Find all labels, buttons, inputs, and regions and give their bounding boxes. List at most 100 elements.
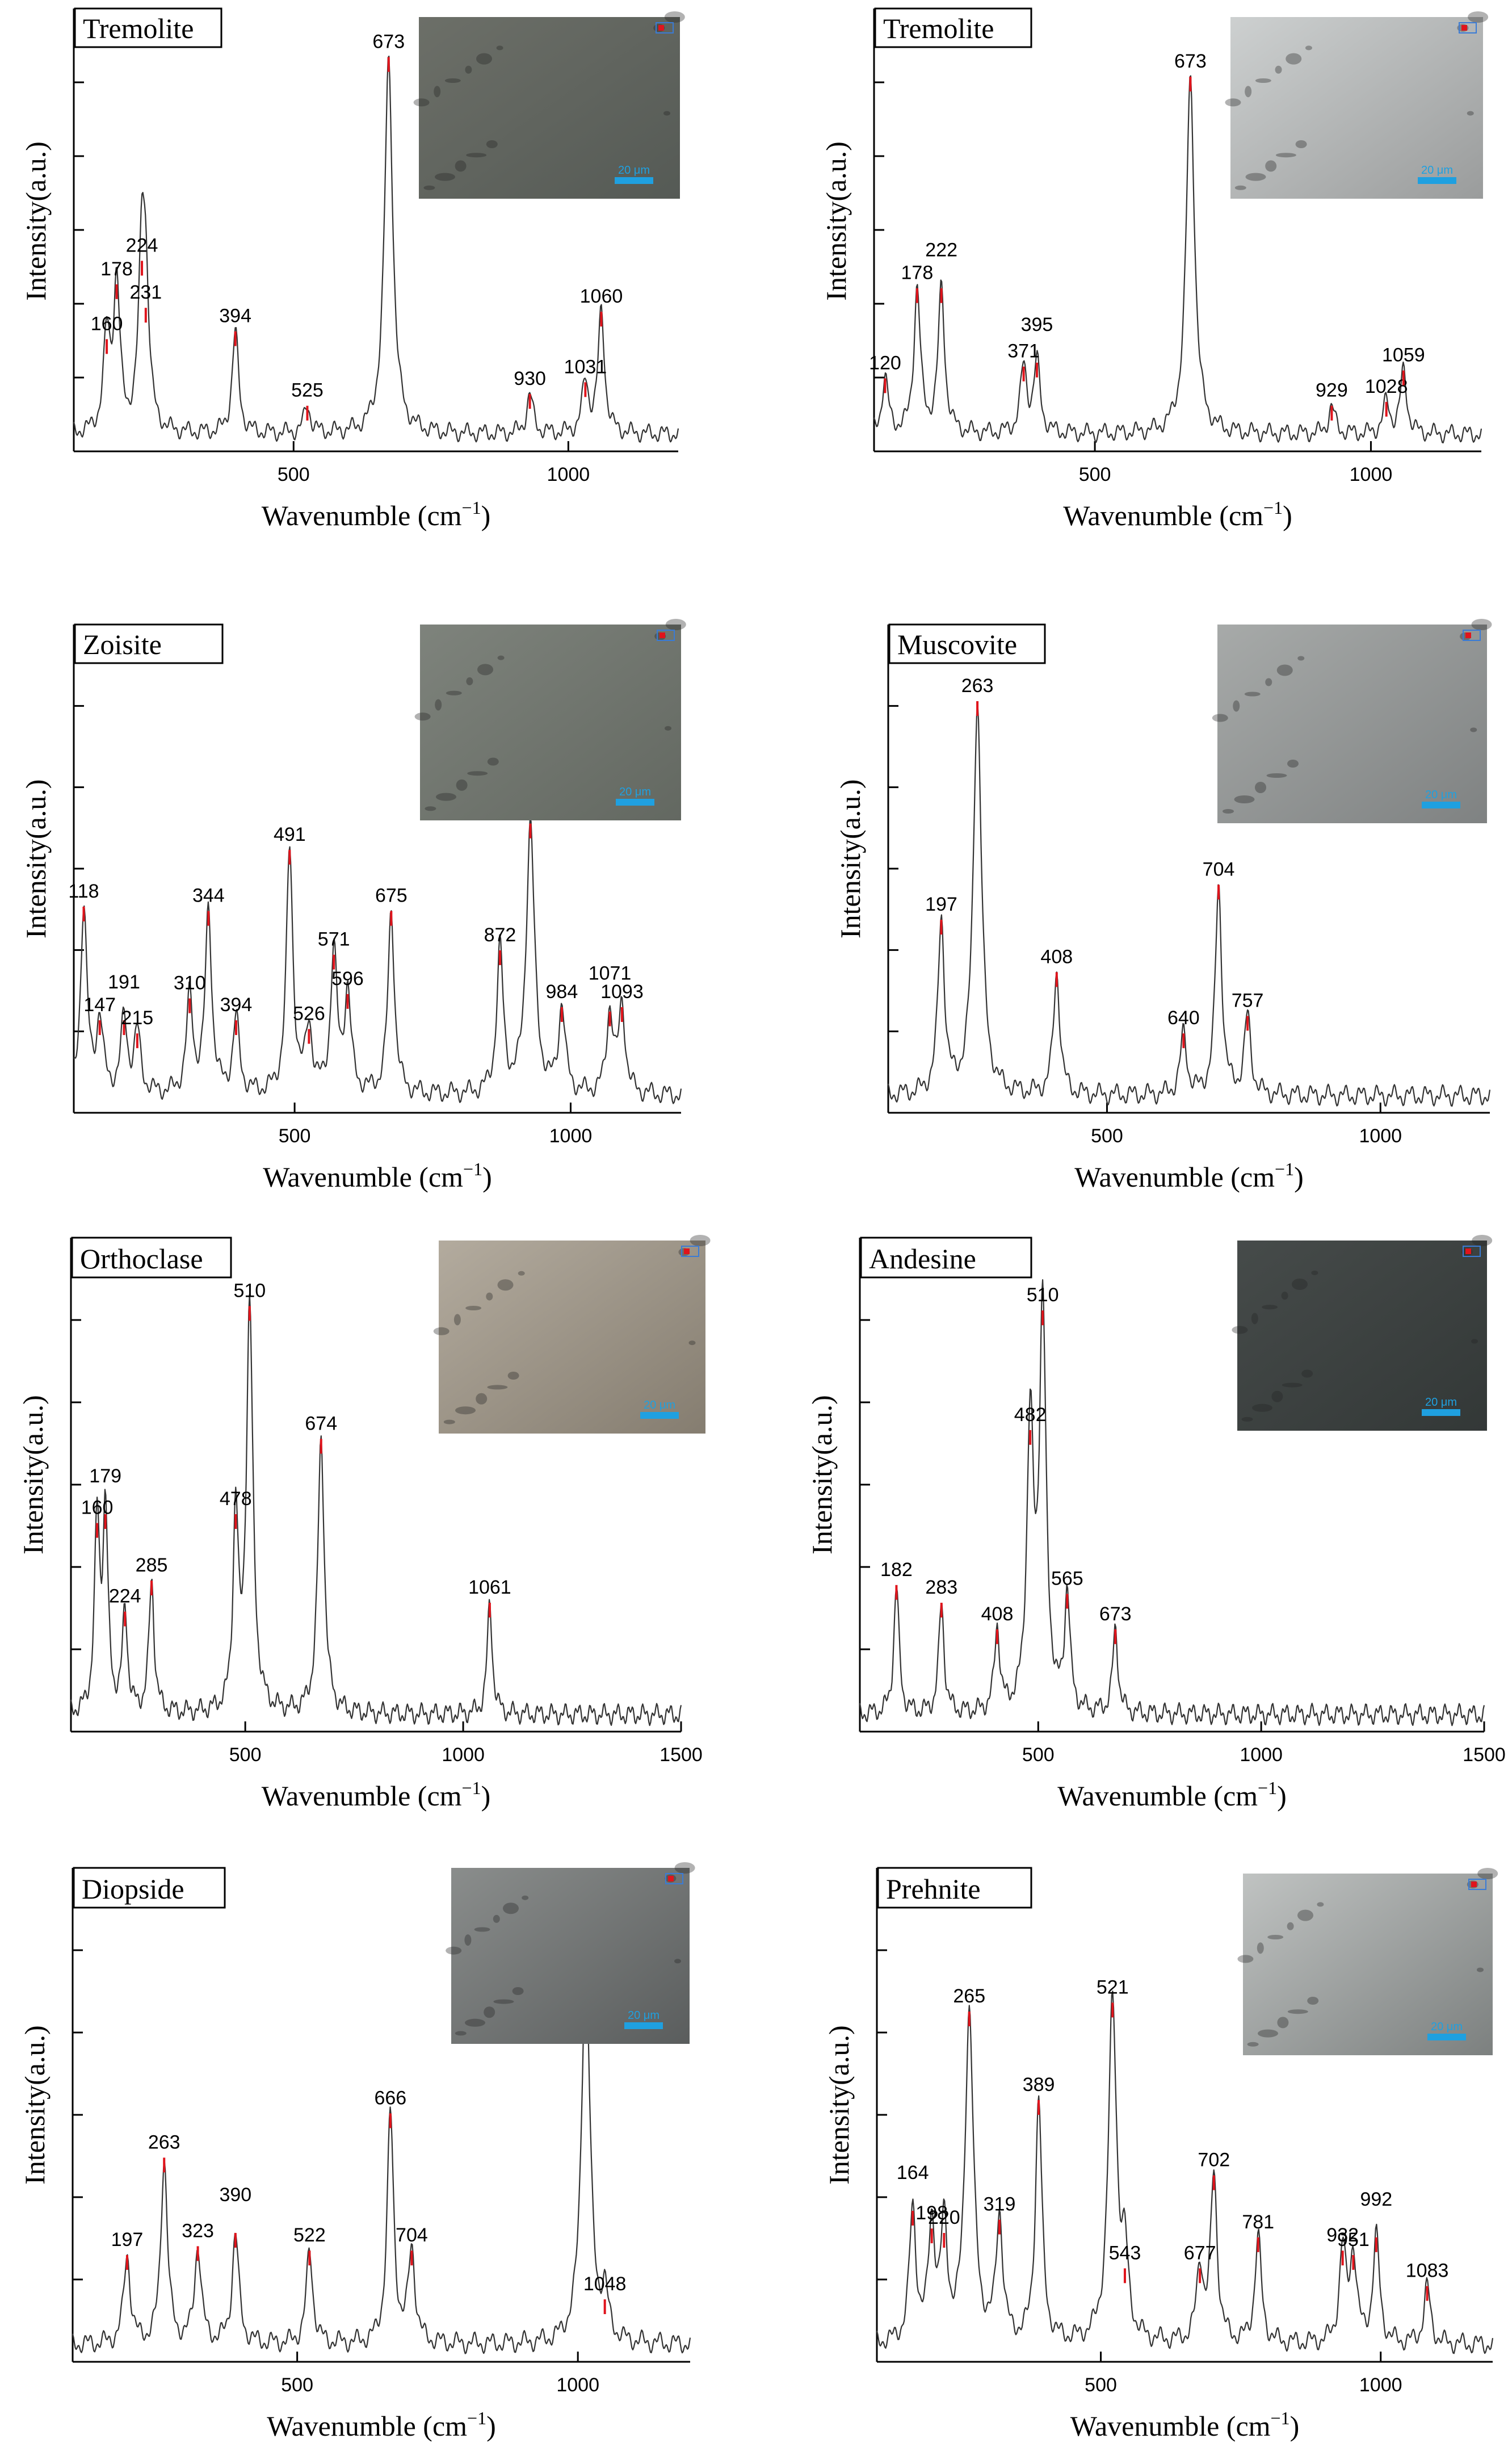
- peak-label: 283: [925, 1577, 957, 1598]
- peak-label: 781: [1242, 2211, 1274, 2233]
- micrograph-image: [419, 17, 680, 199]
- mineral-grain: [434, 86, 441, 98]
- mineral-grain: [1233, 700, 1240, 712]
- scale-bar: [616, 799, 654, 806]
- scale-bar-label: 20 μm: [618, 164, 650, 177]
- mineral-grain: [446, 690, 462, 695]
- mineral-grain: [1245, 86, 1252, 98]
- chart-panel-4: 500 1000 197 263 408 640 704 757 Muscovite 20 μm W…: [834, 619, 1492, 1193]
- title-box: [874, 7, 1032, 48]
- mineral-grain: [1477, 1967, 1484, 1972]
- spectrum-line: [73, 56, 679, 443]
- mineral-grain: [1471, 1339, 1478, 1344]
- peak-label: 565: [1051, 1568, 1083, 1589]
- peak-label: 197: [925, 894, 957, 915]
- mineral-grain: [487, 1385, 508, 1390]
- spectrum-line: [873, 75, 1482, 443]
- mineral-grain: [455, 1406, 476, 1415]
- title-box: [860, 1237, 1032, 1279]
- peak-label: 1031: [564, 356, 607, 378]
- peak-label: 704: [1203, 858, 1235, 880]
- micrograph-image: [451, 1868, 690, 2044]
- x-tick-label: 500: [229, 1744, 262, 1766]
- title-box: [73, 1867, 226, 1909]
- peak-label: 702: [1198, 2149, 1230, 2171]
- x-tick-label: 1000: [1350, 464, 1393, 485]
- laser-spot-frame: [1459, 22, 1477, 33]
- peak-label: 930: [514, 368, 546, 389]
- mineral-grain: [1258, 2029, 1278, 2038]
- mineral-grain: [503, 1903, 519, 1914]
- x-tick-label: 1000: [1359, 2374, 1402, 2396]
- peak-label: 526: [293, 1003, 325, 1025]
- mineral-grain: [1241, 1417, 1253, 1422]
- micrograph-image: [1243, 1874, 1493, 2055]
- peak-label: 1061: [468, 1577, 511, 1598]
- peak-label: 482: [1014, 1404, 1047, 1426]
- x-tick-label: 1500: [660, 1744, 703, 1766]
- mineral-grain: [1292, 1279, 1308, 1290]
- peak-label: 674: [305, 1413, 337, 1434]
- peak-label: 757: [1232, 990, 1264, 1011]
- mineral-grain: [496, 45, 503, 51]
- micrograph-image: [420, 625, 681, 820]
- chart-panel-5: 500 1000 1500 160 179 224 285 478 510 674 1061 Orth…: [17, 1235, 711, 1812]
- peak-label: 673: [1099, 1603, 1132, 1625]
- mineral-grain: [674, 1959, 681, 1964]
- mineral-grain: [1287, 1922, 1294, 1930]
- micrograph-inset: 20 μm: [1237, 1868, 1498, 2055]
- mineral-grain: [414, 713, 431, 721]
- peak-label: 389: [1023, 2074, 1055, 2096]
- scale-bar: [1422, 802, 1460, 808]
- mineral-grain: [1244, 692, 1261, 697]
- mineral-grain: [1271, 1390, 1283, 1402]
- peak-label: 491: [274, 824, 306, 845]
- peak-label: 164: [897, 2162, 929, 2184]
- x-tick-label: 1000: [547, 464, 590, 485]
- mineral-grain: [1277, 2017, 1289, 2029]
- laser-spot-frame: [1463, 1246, 1481, 1257]
- mineral-grain: [465, 65, 472, 74]
- mineral-grain: [1255, 782, 1266, 793]
- mineral-grain: [466, 153, 487, 158]
- peak-label: 543: [1109, 2242, 1141, 2264]
- peak-label: 263: [148, 2131, 180, 2153]
- mineral-grain: [486, 1292, 493, 1301]
- laser-spot: [1471, 1881, 1477, 1887]
- peak-label: 285: [136, 1554, 168, 1576]
- mineral-grain: [455, 160, 467, 172]
- mineral-grain: [1467, 111, 1474, 116]
- panel-title: Muscovite: [897, 628, 1017, 660]
- mineral-grain: [663, 111, 670, 116]
- mineral-grain: [512, 1987, 524, 1995]
- mineral-grain: [690, 1235, 711, 1246]
- peak-label: 197: [111, 2229, 144, 2251]
- peak-label: 673: [1174, 51, 1207, 72]
- laser-spot-frame: [1463, 630, 1481, 641]
- mineral-grain: [466, 677, 473, 686]
- peak-label: 310: [174, 973, 206, 994]
- peak-label: 147: [83, 994, 116, 1016]
- mineral-grain: [1311, 1270, 1318, 1275]
- micrograph-inset: 20 μm: [1232, 1235, 1493, 1431]
- scale-bar-label: 20 μm: [644, 1399, 675, 1411]
- mineral-grain: [1282, 1382, 1303, 1388]
- mineral-grain: [1276, 664, 1293, 676]
- title-box: [71, 1237, 232, 1279]
- peak-label: 522: [293, 2224, 326, 2246]
- peak-label: 932: [1326, 2224, 1359, 2246]
- mineral-grain: [493, 1914, 500, 1923]
- laser-spot-frame: [1468, 1879, 1486, 1890]
- mineral-grain: [455, 2031, 467, 2036]
- x-axis-label: Wavenumble (cm−1): [1057, 1778, 1287, 1812]
- mineral-grain: [1307, 1997, 1319, 2005]
- mineral-grain: [1317, 1902, 1324, 1907]
- mineral-grain: [435, 699, 442, 711]
- mineral-grain: [476, 1393, 488, 1405]
- mineral-grain: [1470, 727, 1477, 732]
- micrograph-inset: 20 μm: [1225, 11, 1489, 199]
- panel-title: Tremolite: [83, 12, 194, 44]
- peak-label: 224: [109, 1586, 141, 1607]
- micrograph-image: [1237, 1241, 1487, 1431]
